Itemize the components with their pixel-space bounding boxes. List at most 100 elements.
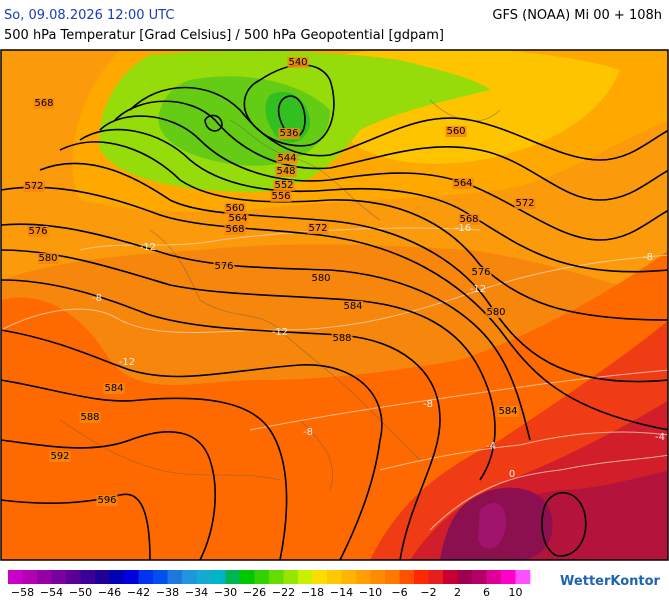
logo: WetterKontor xyxy=(560,574,661,589)
colorbar-swatch xyxy=(356,570,371,584)
colorbar-swatch xyxy=(196,570,212,584)
model-run: GFS (NOAA) Mi 00 + 108h xyxy=(492,8,662,23)
colorbar-swatch xyxy=(501,570,516,584)
contour-label-bg xyxy=(213,261,235,272)
contour-label: 568 xyxy=(225,224,244,235)
contour-label: 568 xyxy=(459,214,478,225)
contour-label: 584 xyxy=(498,406,517,417)
colorbar-swatch xyxy=(51,570,67,584)
colorbar-tick-label: −34 xyxy=(185,586,208,599)
temperature-label: -8 xyxy=(643,252,653,263)
contour-label-bg xyxy=(103,383,125,394)
temperature-label: -4 xyxy=(655,432,665,443)
contour-label: 572 xyxy=(308,223,327,234)
colorbar-tick-label: 2 xyxy=(454,586,461,599)
colorbar-swatch xyxy=(399,570,415,584)
colorbar-swatch xyxy=(428,570,444,584)
colorbar-swatch xyxy=(109,570,125,584)
contour-label-bg xyxy=(458,214,480,225)
contour-label: 572 xyxy=(24,181,43,192)
contour-label: 592 xyxy=(50,451,69,462)
map xyxy=(0,49,669,561)
colorbar-swatch xyxy=(414,570,429,584)
contour-label: 564 xyxy=(453,178,472,189)
colorbar-swatch xyxy=(341,570,357,584)
contour-label: 576 xyxy=(471,267,490,278)
contour-label-bg xyxy=(96,495,118,506)
colorbar-tick-label: 10 xyxy=(509,586,523,599)
colorbar-tick-label: −46 xyxy=(98,586,121,599)
contour-label: 588 xyxy=(332,333,351,344)
contour-label: 560 xyxy=(225,203,244,214)
contour-label: 580 xyxy=(486,307,505,318)
temperature-label: 0 xyxy=(509,469,515,480)
colorbar-tick-label: −10 xyxy=(359,586,382,599)
colorbar-swatch xyxy=(269,570,284,584)
contour-label: 576 xyxy=(28,226,47,237)
contour-label-bg xyxy=(273,180,295,191)
valid-time: So, 09.08.2026 12:00 UTC xyxy=(4,8,174,23)
colorbar-tick-label: −6 xyxy=(391,586,407,599)
colorbar: −58 −54 −50 −46 −42 −38 −34 −30 −26 −22 −18 −14 −10−… xyxy=(8,570,531,599)
temperature-label: -12 xyxy=(470,284,486,295)
colorbar-swatch xyxy=(80,570,96,584)
colorbar-tick-label: 6 xyxy=(483,586,490,599)
colorbar-tick-label: −2 xyxy=(420,586,436,599)
temperature-label: -12 xyxy=(119,357,135,368)
contour-label-bg xyxy=(307,223,329,234)
contour-label: 588 xyxy=(80,412,99,423)
colorbar-tick-label: −50 xyxy=(69,586,92,599)
contour-label: 576 xyxy=(214,261,233,272)
contour-label-bg xyxy=(497,406,519,417)
colorbar-tick-label: −42 xyxy=(127,586,150,599)
colorbar-swatch xyxy=(385,570,400,584)
colorbar-swatch xyxy=(370,570,386,584)
contour-label: 580 xyxy=(311,273,330,284)
contour-label-bg xyxy=(275,166,297,177)
contour-label: 584 xyxy=(104,383,123,394)
temperature-label: -16 xyxy=(455,223,471,234)
contour-label-bg xyxy=(445,126,467,137)
colorbar-swatch xyxy=(443,570,458,584)
colorbar-tick-label: −22 xyxy=(272,586,295,599)
contour-label: 560 xyxy=(446,126,465,137)
contour-label: 556 xyxy=(271,191,290,202)
contour-label: 544 xyxy=(277,153,296,164)
colorbar-swatch xyxy=(515,570,531,584)
colorbar-tick-label: −30 xyxy=(214,586,237,599)
contour-label-bg xyxy=(224,203,246,214)
subtitle: 500 hPa Temperatur [Grad Celsius] / 500 … xyxy=(4,28,444,43)
colorbar-swatch xyxy=(8,570,23,584)
temperature-label: -12 xyxy=(140,242,156,253)
contour-label-bg xyxy=(278,128,300,139)
colorbar-swatch xyxy=(457,570,473,584)
contour-label-bg xyxy=(485,307,507,318)
colorbar-swatch xyxy=(167,570,183,584)
contour-label-bg xyxy=(49,451,71,462)
colorbar-swatch xyxy=(283,570,299,584)
colorbar-tick-label: −54 xyxy=(40,586,63,599)
colorbar-swatch xyxy=(153,570,168,584)
temperature-label: -8 xyxy=(423,399,433,410)
contour-label: 564 xyxy=(228,213,247,224)
contour-label: 596 xyxy=(97,495,116,506)
colorbar-swatch xyxy=(472,570,487,584)
contour-label-bg xyxy=(33,98,55,109)
contour-label-bg xyxy=(331,333,353,344)
contour-label-bg xyxy=(227,213,249,224)
contour-label: 580 xyxy=(38,253,57,264)
colorbar-swatch xyxy=(240,570,255,584)
temperature-label: -12 xyxy=(272,327,288,338)
contour-label: 540 xyxy=(288,57,307,68)
colorbar-tick-label: −26 xyxy=(243,586,266,599)
colorbar-swatch xyxy=(225,570,241,584)
contour-label-bg xyxy=(470,267,492,278)
contour-label-bg xyxy=(276,153,298,164)
contour-label: 536 xyxy=(279,128,298,139)
contour-label: 584 xyxy=(343,301,362,312)
contour-label-bg xyxy=(452,178,474,189)
contour-label-bg xyxy=(23,181,45,192)
contour-label-bg xyxy=(37,253,59,264)
